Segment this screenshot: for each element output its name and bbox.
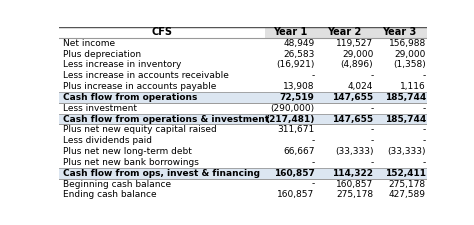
- Text: -: -: [423, 71, 426, 80]
- Text: -: -: [370, 136, 374, 145]
- Text: Plus net new bank borrowings: Plus net new bank borrowings: [63, 158, 199, 167]
- Text: -: -: [311, 158, 315, 167]
- Text: Less increase in inventory: Less increase in inventory: [63, 60, 181, 69]
- Text: -: -: [370, 104, 374, 113]
- Text: 114,322: 114,322: [332, 169, 374, 178]
- Bar: [59, 92, 427, 103]
- Text: -: -: [370, 125, 374, 134]
- Text: 147,655: 147,655: [332, 115, 374, 124]
- Text: Beginning cash balance: Beginning cash balance: [63, 180, 171, 189]
- Text: Less dividends paid: Less dividends paid: [63, 136, 152, 145]
- Text: 152,411: 152,411: [385, 169, 426, 178]
- Text: Plus increase in accounts payable: Plus increase in accounts payable: [63, 82, 216, 91]
- Text: (33,333): (33,333): [335, 147, 374, 156]
- Text: CFS: CFS: [152, 27, 173, 37]
- Text: Cash flow from ops, invest & financing: Cash flow from ops, invest & financing: [63, 169, 260, 178]
- Text: -: -: [311, 180, 315, 189]
- Text: Cash flow from operations: Cash flow from operations: [63, 93, 197, 102]
- Bar: [265, 27, 427, 38]
- Text: (4,896): (4,896): [341, 60, 374, 69]
- Text: (1,358): (1,358): [393, 60, 426, 69]
- Text: 160,857: 160,857: [336, 180, 374, 189]
- Text: -: -: [370, 158, 374, 167]
- Text: (290,000): (290,000): [271, 104, 315, 113]
- Text: (16,921): (16,921): [276, 60, 315, 69]
- Text: (33,333): (33,333): [387, 147, 426, 156]
- Text: -: -: [423, 104, 426, 113]
- Bar: [59, 114, 427, 124]
- Text: Plus net new equity capital raised: Plus net new equity capital raised: [63, 125, 217, 134]
- Text: -: -: [423, 136, 426, 145]
- Text: Cash flow from operations & investment: Cash flow from operations & investment: [63, 115, 269, 124]
- Text: 72,519: 72,519: [280, 93, 315, 102]
- Text: Ending cash balance: Ending cash balance: [63, 190, 156, 199]
- Text: 275,178: 275,178: [389, 180, 426, 189]
- Text: Year 1: Year 1: [273, 27, 307, 37]
- Text: Year 2: Year 2: [327, 27, 361, 37]
- Text: 1,116: 1,116: [400, 82, 426, 91]
- Text: 160,857: 160,857: [273, 169, 315, 178]
- Text: Less investment: Less investment: [63, 104, 137, 113]
- Text: 29,000: 29,000: [394, 50, 426, 58]
- Text: 29,000: 29,000: [342, 50, 374, 58]
- Text: 48,949: 48,949: [283, 39, 315, 48]
- Text: -: -: [423, 125, 426, 134]
- Text: 185,744: 185,744: [384, 93, 426, 102]
- Text: 66,667: 66,667: [283, 147, 315, 156]
- Text: 119,527: 119,527: [336, 39, 374, 48]
- Text: 4,024: 4,024: [348, 82, 374, 91]
- Text: Net income: Net income: [63, 39, 115, 48]
- Text: Plus depreciation: Plus depreciation: [63, 50, 141, 58]
- Text: 185,744: 185,744: [384, 115, 426, 124]
- Text: -: -: [370, 71, 374, 80]
- Text: 160,857: 160,857: [277, 190, 315, 199]
- Text: 13,908: 13,908: [283, 82, 315, 91]
- Text: 26,583: 26,583: [283, 50, 315, 58]
- Text: 156,988: 156,988: [389, 39, 426, 48]
- Text: 275,178: 275,178: [336, 190, 374, 199]
- Text: -: -: [423, 158, 426, 167]
- Text: -: -: [311, 71, 315, 80]
- Text: Less increase in accounts receivable: Less increase in accounts receivable: [63, 71, 229, 80]
- Text: -: -: [311, 136, 315, 145]
- Text: (217,481): (217,481): [265, 115, 315, 124]
- Text: 147,655: 147,655: [332, 93, 374, 102]
- Text: Year 3: Year 3: [383, 27, 417, 37]
- Bar: [59, 168, 427, 179]
- Text: Plus net new long-term debt: Plus net new long-term debt: [63, 147, 192, 156]
- Text: 427,589: 427,589: [389, 190, 426, 199]
- Text: 311,671: 311,671: [277, 125, 315, 134]
